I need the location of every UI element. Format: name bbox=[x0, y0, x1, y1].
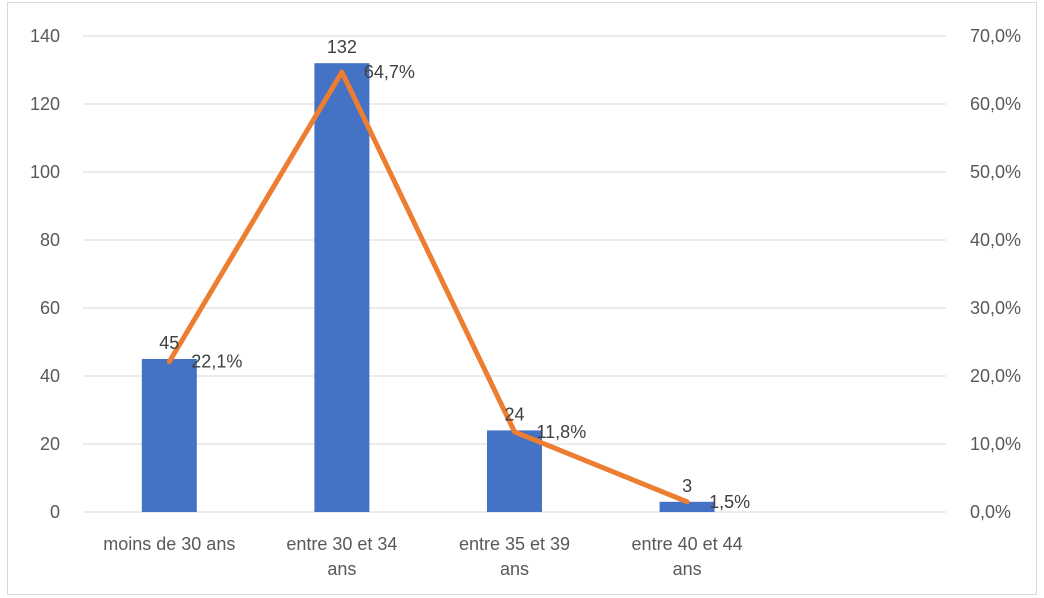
y-left-tick-label: 40 bbox=[40, 366, 60, 386]
x-tick-label: entre 35 et 39 bbox=[459, 534, 570, 554]
x-tick-label: moins de 30 ans bbox=[103, 534, 235, 554]
y-right-tick-label: 40,0% bbox=[970, 230, 1021, 250]
bar-value-label: 24 bbox=[504, 404, 524, 424]
gridlines bbox=[83, 35, 946, 513]
axes: 0 0,0% 20 10,0% 40 20,0% 60 30,0% 80 40,0% 100 50,0… bbox=[30, 26, 1021, 579]
bar-value-label: 3 bbox=[682, 476, 692, 496]
bar bbox=[141, 359, 197, 512]
y-left-tick-label: 100 bbox=[30, 162, 60, 182]
y-left-tick-label: 80 bbox=[40, 230, 60, 250]
x-tick-label: ans bbox=[673, 559, 702, 579]
y-left-tick-label: 0 bbox=[50, 502, 60, 522]
x-tick-label: entre 40 et 44 bbox=[632, 534, 743, 554]
bar-value-label: 132 bbox=[327, 37, 357, 57]
line-series-path bbox=[166, 69, 690, 505]
y-right-tick-label: 0,0% bbox=[970, 502, 1011, 522]
y-left-tick-label: 20 bbox=[40, 434, 60, 454]
y-left-tick-label: 140 bbox=[30, 26, 60, 46]
y-right-tick-label: 20,0% bbox=[970, 366, 1021, 386]
bar-value-label: 45 bbox=[159, 333, 179, 353]
x-tick-label: entre 30 et 34 bbox=[286, 534, 397, 554]
line-value-label: 22,1% bbox=[191, 352, 242, 372]
bar bbox=[314, 63, 370, 512]
line-value-label: 1,5% bbox=[709, 492, 750, 512]
line-value-label: 11,8% bbox=[537, 422, 587, 442]
y-right-tick-label: 70,0% bbox=[970, 26, 1021, 46]
y-right-tick-label: 60,0% bbox=[970, 94, 1021, 114]
line-series bbox=[166, 69, 690, 505]
y-left-tick-label: 120 bbox=[30, 94, 60, 114]
data-labels: 45 132 24 3 22,1% 64,7% 11,8% 1,5% bbox=[159, 37, 750, 512]
line-value-label: 64,7% bbox=[364, 62, 415, 82]
bar-series bbox=[141, 63, 715, 512]
x-tick-label: ans bbox=[500, 559, 529, 579]
y-right-tick-label: 30,0% bbox=[970, 298, 1021, 318]
bar bbox=[659, 501, 715, 512]
bar bbox=[487, 430, 542, 512]
x-tick-label: ans bbox=[327, 559, 356, 579]
y-right-tick-label: 10,0% bbox=[970, 434, 1021, 454]
y-right-tick-label: 50,0% bbox=[970, 162, 1021, 182]
y-left-tick-label: 60 bbox=[40, 298, 60, 318]
